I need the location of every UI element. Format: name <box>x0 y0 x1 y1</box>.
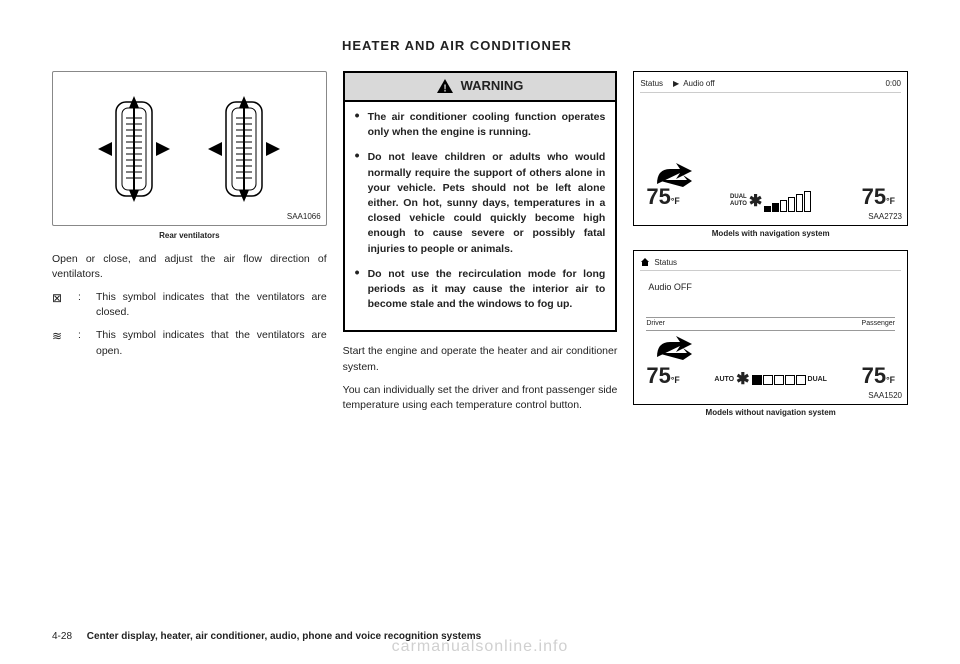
warning-item: •The air conditioner cooling function op… <box>355 110 606 140</box>
warning-label: WARNING <box>461 77 524 96</box>
warning-item: •Do not use the recirculation mode for l… <box>355 267 606 313</box>
passenger-unit: °F <box>886 196 895 206</box>
warning-icon: ! <box>437 79 453 93</box>
svg-text:!: ! <box>443 84 446 94</box>
sep: : <box>78 328 86 358</box>
col2-p2: You can individually set the driver and … <box>343 383 618 413</box>
center-controls: DUAL AUTO ✱ <box>730 190 811 213</box>
columns: SAA1066 Rear ventilators Open or close, … <box>52 71 908 428</box>
temp-row: 75°F AUTO ✱ DUAL <box>646 360 895 392</box>
driver-unit: °F <box>671 196 680 206</box>
vent-left-svg <box>94 94 174 204</box>
figure1-code: SAA1066 <box>287 211 321 223</box>
home-icon <box>640 257 650 267</box>
warning-item: •Do not leave children or adults who wou… <box>355 150 606 257</box>
status-bar: Status <box>640 257 901 272</box>
mode-dual: DUAL <box>808 375 827 385</box>
mode-auto: AUTO <box>714 375 734 385</box>
symbol-row-closed: ⊠ : This symbol indicates that the venti… <box>52 290 327 320</box>
open-text: This symbol indicates that the ventilato… <box>96 328 327 358</box>
open-icon: ≋ <box>52 328 68 358</box>
status-label: Status <box>654 257 677 269</box>
sep: : <box>78 290 86 320</box>
watermark: carmanualsonline.info <box>0 638 960 656</box>
col1-p1: Open or close, and adjust the air flow d… <box>52 252 327 282</box>
vent-right-svg <box>204 94 284 204</box>
page: HEATER AND AIR CONDITIONER <box>0 0 960 664</box>
fan-icon: ✱ <box>749 190 762 213</box>
bullet-icon: • <box>355 267 360 313</box>
status-label: Status <box>640 78 663 90</box>
driver-unit: °F <box>671 375 680 385</box>
figure2-code: SAA2723 <box>868 211 902 223</box>
figure3-code: SAA1520 <box>868 390 902 402</box>
col-left: SAA1066 Rear ventilators Open or close, … <box>52 71 327 428</box>
figure3-caption: Models without navigation system <box>633 407 908 419</box>
driver-label: Driver <box>646 319 665 329</box>
center-controls: AUTO ✱ DUAL <box>714 368 827 391</box>
mode-auto: AUTO <box>730 201 747 208</box>
figure-nonav-screen: Status Audio OFF Driver Passenger 75°F <box>633 250 908 405</box>
mode-dual: DUAL <box>730 194 747 201</box>
status-bar: Status ▶ Audio off 0:00 <box>640 78 901 93</box>
col2-p1: Start the engine and operate the heater … <box>343 344 618 374</box>
figure2-caption: Models with navigation system <box>633 228 908 240</box>
airflow-icon <box>652 332 692 362</box>
passenger-unit: °F <box>886 375 895 385</box>
bullet-icon: • <box>355 150 360 257</box>
col-middle: ! WARNING •The air conditioner cooling f… <box>343 71 618 428</box>
passenger-temp: 75 <box>862 184 886 209</box>
driver-passenger-row: Driver Passenger <box>646 317 895 331</box>
play-icon: ▶ <box>673 78 679 90</box>
passenger-label: Passenger <box>862 319 895 329</box>
bullet-icon: • <box>355 110 360 140</box>
fan-icon: ✱ <box>736 368 749 391</box>
col-right: Status ▶ Audio off 0:00 75°F <box>633 71 908 428</box>
audio-status: Audio off <box>683 78 714 90</box>
clock: 0:00 <box>885 78 901 90</box>
section-title: HEATER AND AIR CONDITIONER <box>342 38 908 53</box>
figure-rear-ventilators: SAA1066 <box>52 71 327 226</box>
driver-temp: 75 <box>646 184 670 209</box>
symbol-row-open: ≋ : This symbol indicates that the venti… <box>52 328 327 358</box>
figure-nav-screen: Status ▶ Audio off 0:00 75°F <box>633 71 908 226</box>
warning-body: •The air conditioner cooling function op… <box>345 102 616 331</box>
warning-header: ! WARNING <box>345 73 616 102</box>
driver-temp: 75 <box>646 363 670 388</box>
closed-icon: ⊠ <box>52 290 68 320</box>
closed-text: This symbol indicates that the ventilato… <box>96 290 327 320</box>
warning-box: ! WARNING •The air conditioner cooling f… <box>343 71 618 332</box>
fan-level-bars <box>764 191 811 212</box>
fan-level-bars <box>752 375 806 385</box>
figure1-caption: Rear ventilators <box>52 230 327 242</box>
passenger-temp: 75 <box>862 363 886 388</box>
audio-status: Audio OFF <box>648 281 692 294</box>
temp-row: 75°F DUAL AUTO ✱ <box>646 181 895 213</box>
